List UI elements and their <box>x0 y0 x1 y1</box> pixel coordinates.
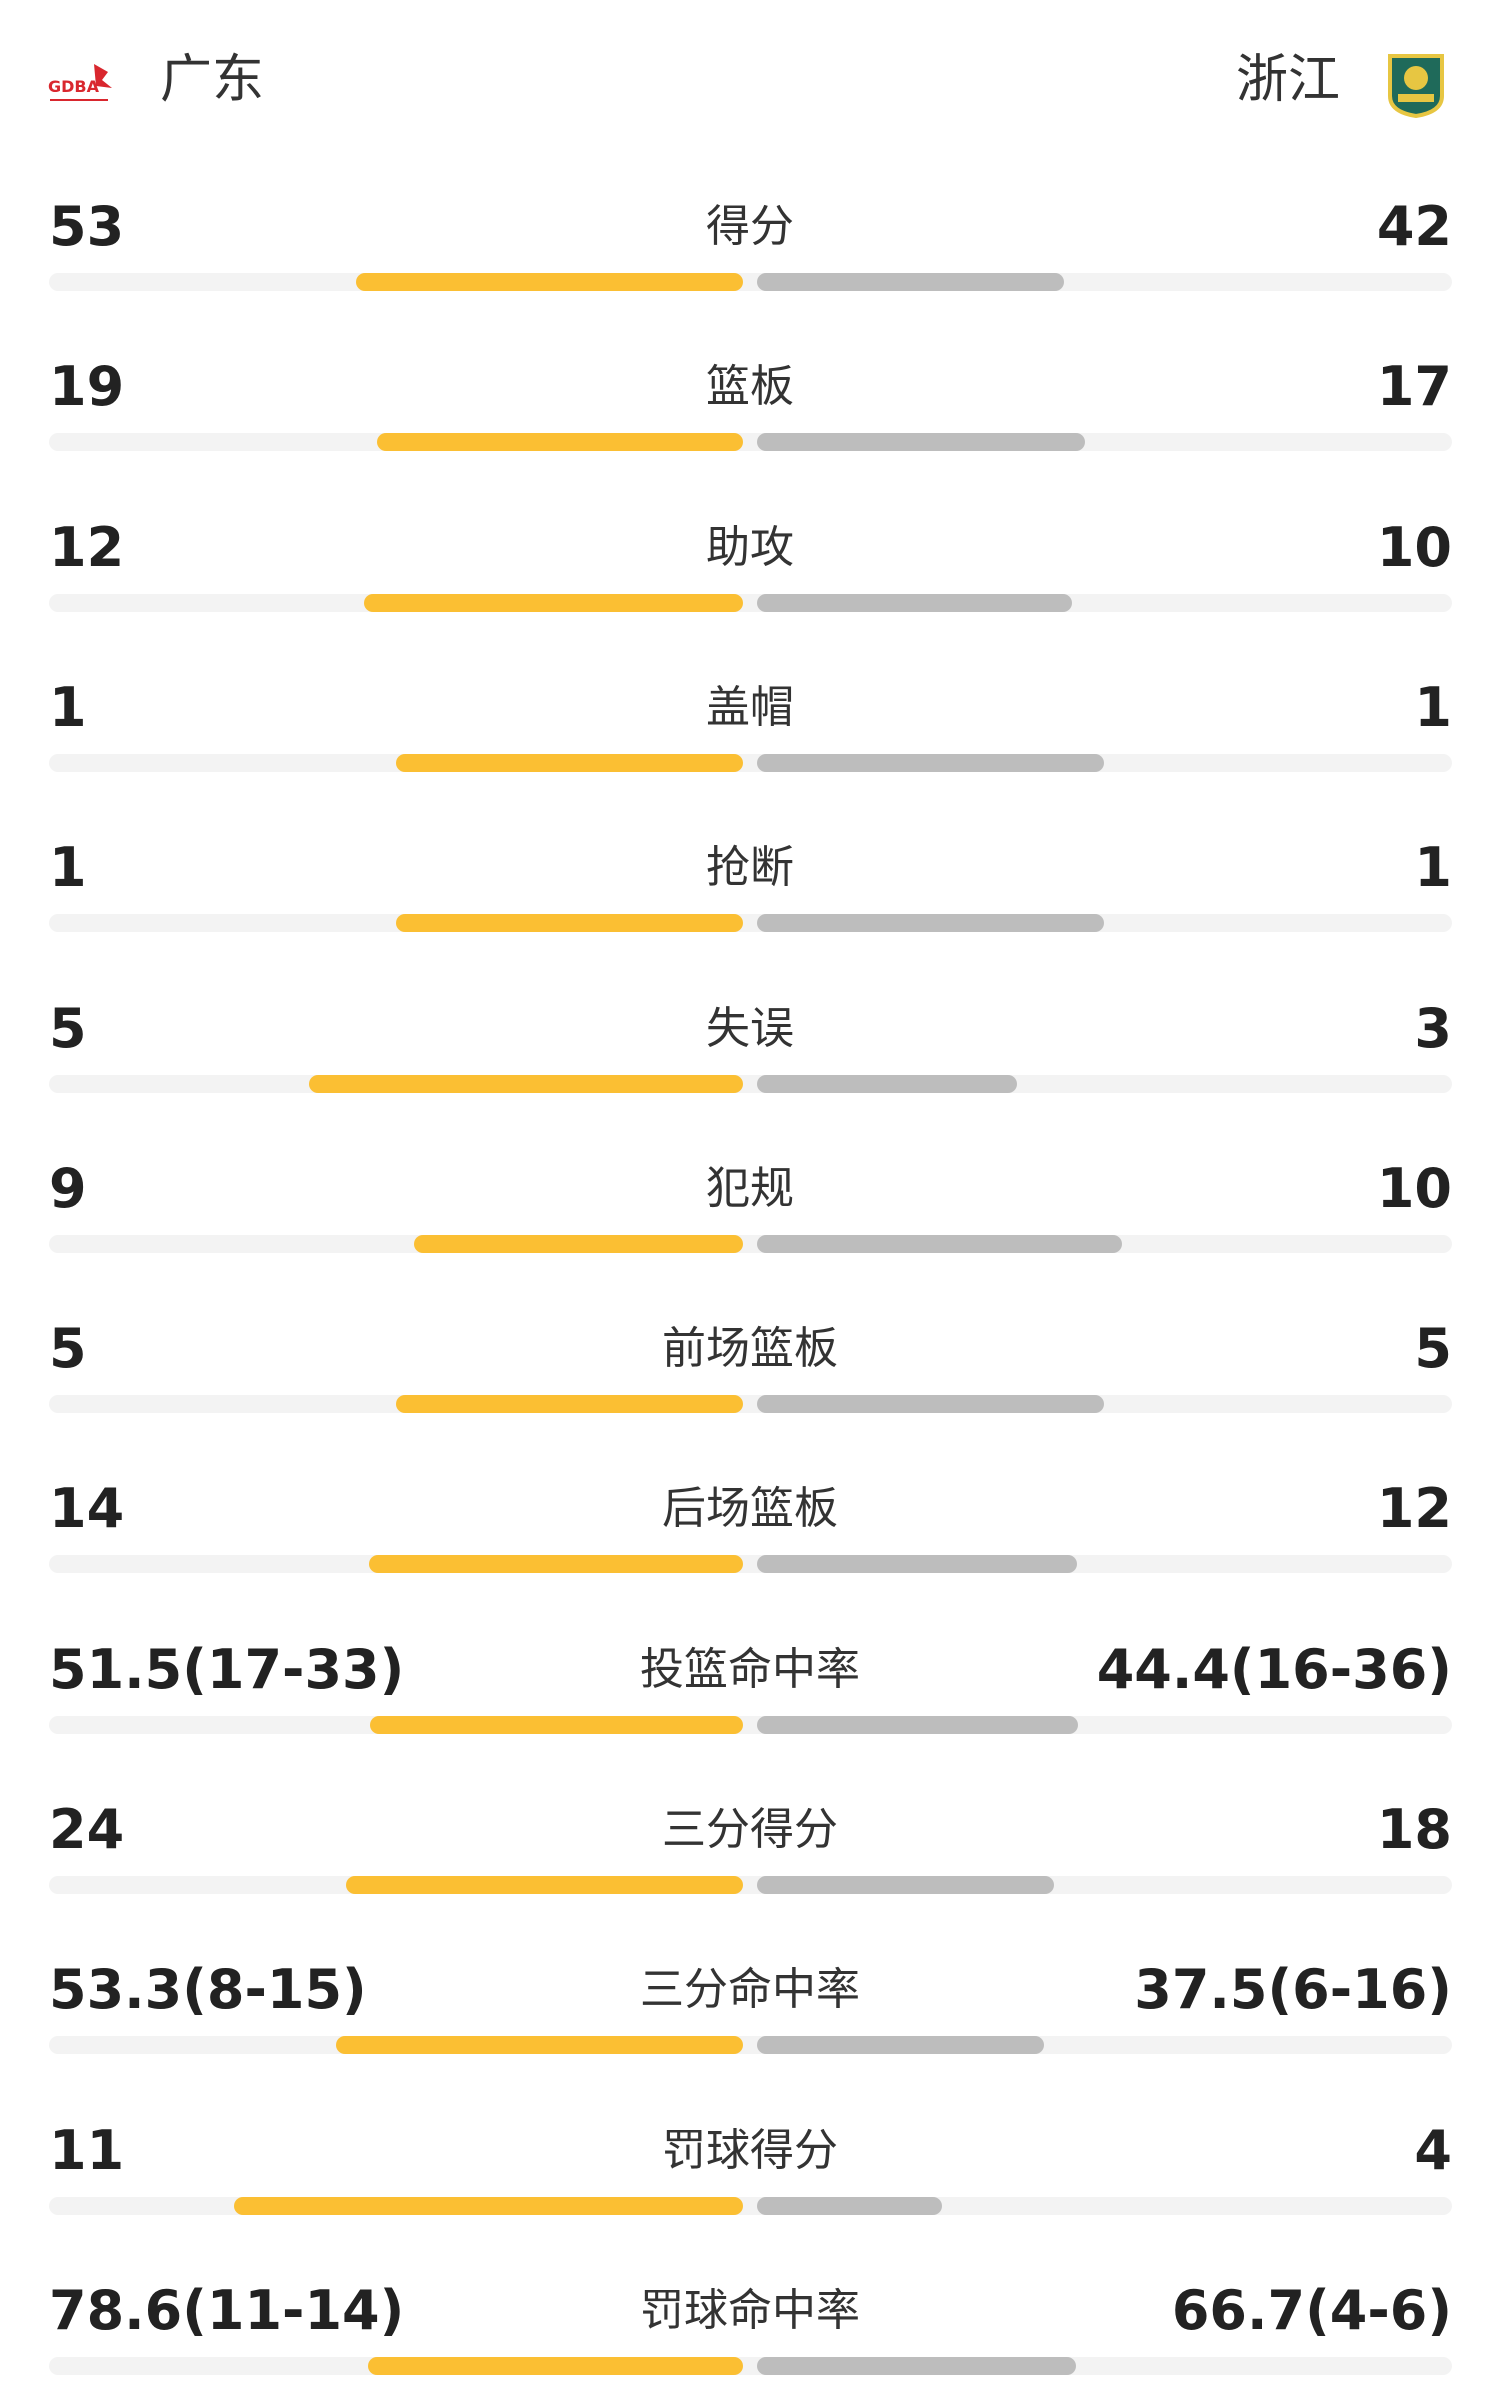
away-bar <box>757 273 1064 291</box>
home-bar <box>346 1876 743 1894</box>
home-value: 53 <box>49 195 125 258</box>
away-bar <box>757 593 1073 612</box>
home-bar <box>335 2036 743 2055</box>
bar-track <box>49 433 1452 452</box>
bar-track <box>49 273 1452 291</box>
home-value: 51.5(17-33) <box>49 1637 405 1701</box>
home-team-name: 广东 <box>160 50 265 110</box>
stat-label: 后场篮板 <box>662 1483 838 1535</box>
away-bar <box>757 1395 1104 1414</box>
home-bar <box>364 593 743 612</box>
bar-track <box>49 1715 1452 1734</box>
away-value: 18 <box>1376 1798 1452 1861</box>
stat-label: 篮板 <box>706 361 794 413</box>
home-value: 5 <box>49 996 87 1060</box>
home-value: 24 <box>49 1798 125 1861</box>
home-bar <box>367 2356 743 2375</box>
bar-track <box>49 2356 1452 2375</box>
home-value: 14 <box>49 1477 125 1541</box>
away-bar <box>757 2356 1076 2375</box>
stat-label: 得分 <box>706 201 794 252</box>
away-bar <box>757 1715 1079 1734</box>
away-value: 1 <box>1414 675 1452 739</box>
away-value: 44.4(16-36) <box>1096 1637 1452 1701</box>
away-bar <box>757 1234 1123 1253</box>
bar-track <box>49 593 1452 612</box>
stat-label: 助攻 <box>706 521 794 573</box>
home-value: 5 <box>49 1317 87 1381</box>
away-team-name: 浙江 <box>1235 50 1340 110</box>
away-value: 4 <box>1414 2118 1452 2182</box>
home-value: 11 <box>49 2118 125 2182</box>
home-value: 12 <box>49 515 125 579</box>
away-value: 3 <box>1414 996 1452 1060</box>
stat-label: 犯规 <box>706 1162 794 1214</box>
bar-track <box>49 1555 1452 1574</box>
bar-track <box>49 753 1452 772</box>
home-value: 9 <box>49 1156 87 1220</box>
away-value: 17 <box>1376 355 1452 419</box>
away-bar <box>757 2036 1044 2055</box>
home-bar <box>396 1395 743 1414</box>
stat-label: 罚球得分 <box>662 2124 838 2176</box>
home-value: 78.6(11-14) <box>49 2278 405 2342</box>
home-logo-text: GDBA <box>48 77 100 96</box>
home-bar <box>234 2196 743 2215</box>
home-value: 1 <box>49 836 87 900</box>
bar-track <box>49 1395 1452 1414</box>
bar-track <box>49 1876 1452 1894</box>
away-bar <box>757 433 1085 452</box>
home-logo: GDBA <box>48 64 112 101</box>
away-logo <box>1388 54 1444 118</box>
away-bar <box>757 1555 1078 1574</box>
home-value: 53.3(8-15) <box>49 1958 367 2022</box>
stat-label: 抢断 <box>706 842 794 894</box>
away-value: 37.5(6-16) <box>1134 1958 1452 2022</box>
away-bar <box>757 753 1104 772</box>
home-bar <box>370 1715 743 1734</box>
home-bar <box>369 1555 743 1574</box>
home-bar <box>396 753 743 772</box>
home-bar <box>355 273 743 291</box>
home-value: 19 <box>49 355 125 419</box>
stat-label: 失误 <box>706 1002 794 1054</box>
stat-label: 三分命中率 <box>640 1964 860 2016</box>
stat-label: 三分得分 <box>662 1804 838 1855</box>
home-bar <box>376 433 743 452</box>
home-bar <box>396 914 743 933</box>
away-value: 10 <box>1376 515 1452 579</box>
away-bar <box>757 2196 943 2215</box>
stat-label: 罚球命中率 <box>640 2284 860 2336</box>
away-value: 10 <box>1376 1156 1452 1220</box>
stat-label: 盖帽 <box>706 681 794 733</box>
away-value: 1 <box>1414 836 1452 900</box>
bar-track <box>49 2036 1452 2055</box>
bar-track <box>49 914 1452 933</box>
away-bar <box>757 1074 1018 1093</box>
away-value: 66.7(4-6) <box>1171 2278 1452 2342</box>
bar-track <box>49 1074 1452 1093</box>
away-value: 5 <box>1414 1317 1452 1381</box>
away-value: 12 <box>1376 1477 1452 1541</box>
away-value: 42 <box>1376 195 1452 258</box>
home-bar <box>414 1234 743 1253</box>
home-bar <box>309 1074 743 1093</box>
away-bar <box>757 914 1104 933</box>
bar-track <box>49 1234 1452 1253</box>
away-bar <box>757 1876 1055 1894</box>
home-value: 1 <box>49 675 87 739</box>
stat-label: 投篮命中率 <box>640 1643 860 1695</box>
stat-label: 前场篮板 <box>662 1323 838 1375</box>
